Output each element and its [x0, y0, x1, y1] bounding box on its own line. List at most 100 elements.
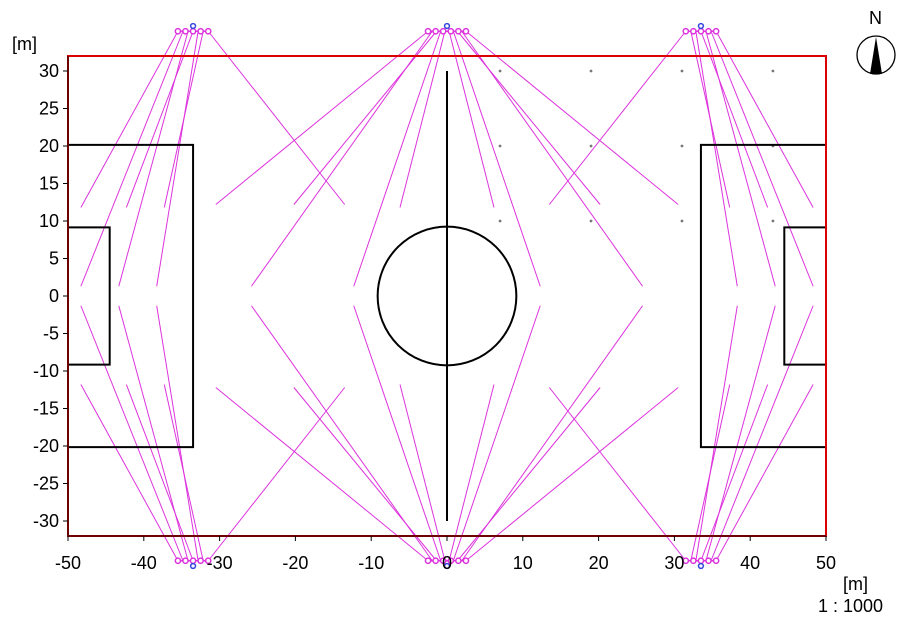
- luminaire: [189, 27, 197, 35]
- beam-line: [700, 384, 769, 561]
- beam-line: [452, 305, 541, 561]
- north-label: N: [869, 8, 882, 28]
- beam-line: [705, 31, 776, 287]
- beam-line: [710, 31, 814, 287]
- grid-point: [771, 69, 775, 73]
- y-tick-label: 10: [39, 211, 59, 231]
- luminaire: [690, 27, 697, 35]
- calculation-grid: [498, 69, 775, 223]
- beam-line: [448, 31, 495, 208]
- light-fixtures: [174, 22, 720, 570]
- y-tick-label: 5: [49, 249, 59, 269]
- luminaire: [174, 27, 182, 35]
- x-tick-label: -40: [131, 553, 157, 573]
- x-tick-label: 50: [816, 553, 836, 573]
- y-unit-label: [m]: [12, 34, 37, 54]
- beam-line: [461, 30, 643, 287]
- luminaire: [424, 27, 432, 35]
- luminaire: [705, 557, 712, 565]
- beam-line: [353, 31, 442, 287]
- luminaire: [182, 27, 189, 35]
- luminaire: [462, 27, 470, 35]
- beam-lines: [80, 30, 814, 562]
- grid-point: [589, 144, 593, 148]
- luminaire: [712, 557, 720, 565]
- beam-line: [695, 305, 738, 561]
- grid-point: [589, 219, 593, 223]
- beam-line: [457, 30, 601, 205]
- beam-line: [156, 305, 199, 561]
- luminaire: [697, 27, 705, 35]
- pole: [189, 562, 197, 570]
- pole: [697, 22, 705, 30]
- beam-line: [215, 30, 429, 205]
- beam-line: [163, 31, 204, 208]
- beam-line: [700, 31, 769, 208]
- north-arrow: N: [856, 8, 896, 75]
- beam-line: [548, 30, 687, 205]
- beam-line: [465, 387, 679, 562]
- x-unit-label: [m]: [843, 574, 868, 594]
- x-tick-label: 10: [513, 553, 533, 573]
- y-tick-label: -5: [43, 324, 59, 344]
- luminaire: [432, 557, 439, 565]
- y-tick-label: 15: [39, 174, 59, 194]
- beam-line: [705, 305, 776, 561]
- beam-line: [156, 31, 199, 287]
- y-tick-label: 20: [39, 136, 59, 156]
- luminaire: [204, 27, 212, 35]
- grid-point: [680, 144, 684, 148]
- x-tick-label: -20: [282, 553, 308, 573]
- beam-line: [80, 31, 184, 287]
- beam-line: [207, 30, 346, 205]
- luminaire: [682, 27, 690, 35]
- luminaire: [432, 27, 439, 35]
- luminaire: [439, 27, 447, 35]
- y-tick-label: -20: [33, 436, 59, 456]
- grid-point: [498, 219, 502, 223]
- y-tick-label: 25: [39, 99, 59, 119]
- beam-line: [207, 387, 346, 562]
- y-tick-label: 30: [39, 61, 59, 81]
- x-tick-label: -10: [358, 553, 384, 573]
- luminaire: [189, 557, 197, 565]
- grid-point: [680, 69, 684, 73]
- y-tick-label: -15: [33, 399, 59, 419]
- luminaire: [204, 557, 212, 565]
- luminaire: [712, 27, 720, 35]
- pole: [443, 22, 451, 30]
- luminaire: [455, 557, 462, 565]
- luminaire: [174, 557, 182, 565]
- luminaire: [439, 557, 447, 565]
- beam-line: [80, 31, 179, 208]
- beam-line: [293, 387, 437, 562]
- goal-area: [783, 226, 826, 366]
- center-circle: [376, 225, 518, 367]
- beam-line: [125, 31, 194, 208]
- beam-line: [353, 305, 442, 561]
- penalty-area: [699, 143, 826, 449]
- x-tick-label: -30: [207, 553, 233, 573]
- y-tick-label: -30: [33, 511, 59, 531]
- grid-point: [680, 219, 684, 223]
- luminaire: [447, 557, 455, 565]
- penalty-area: [68, 143, 195, 449]
- luminaire: [697, 557, 705, 565]
- x-tick-label: -50: [55, 553, 81, 573]
- pole: [697, 562, 705, 570]
- beam-line: [461, 305, 643, 562]
- beam-line: [715, 384, 814, 561]
- luminaire: [447, 27, 455, 35]
- pole: [189, 22, 197, 30]
- beam-line: [457, 387, 601, 562]
- north-arrow-icon: [870, 37, 882, 74]
- luminaire: [682, 557, 690, 565]
- beam-line: [452, 31, 541, 287]
- beam-line: [80, 384, 179, 561]
- luminaire: [197, 557, 204, 565]
- beam-line: [465, 30, 679, 205]
- beam-line: [293, 30, 437, 205]
- beam-line: [548, 387, 687, 562]
- x-tick-label: 30: [664, 553, 684, 573]
- beam-line: [399, 31, 446, 208]
